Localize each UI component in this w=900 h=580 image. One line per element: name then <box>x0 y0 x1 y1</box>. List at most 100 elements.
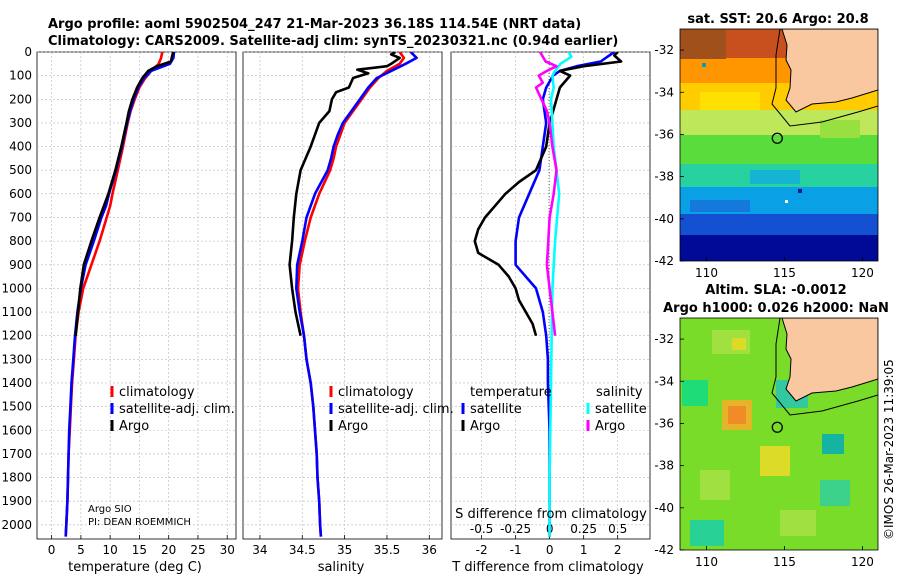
salinity-axes <box>242 51 443 540</box>
legend-header-temperature: temperature <box>470 385 552 400</box>
depth-tick-label: 1300 <box>1 352 32 366</box>
depth-tick-label: 1400 <box>1 376 32 390</box>
legend-label-s-satellite: satellite <box>595 402 647 417</box>
float-pi: PI: DEAN ROEMMICH <box>88 517 191 528</box>
series-line-argo <box>74 52 175 336</box>
temperature-legend: climatology satellite-adj. clim. Argo <box>110 385 235 434</box>
series-line-temperature-satellite <box>514 52 616 537</box>
series-line-climatology <box>296 52 406 537</box>
sla-map-frame <box>679 317 879 551</box>
map-lat-tick-label: -42 <box>654 543 674 557</box>
series-line-temperature-argo <box>473 52 623 337</box>
legend-label-climatology: climatology <box>119 385 195 400</box>
map-lon-tick-label: 115 <box>773 555 796 569</box>
s-tick-label: -0.5 <box>470 522 493 536</box>
depth-tick-label: 500 <box>9 163 32 177</box>
difference-legend: temperature salinity satellite Argo sate… <box>461 385 647 434</box>
depth-tick-label: 1900 <box>1 494 32 508</box>
temperature-series <box>64 52 176 537</box>
sla-map-title: Altim. SLA: -0.0012 <box>705 283 846 298</box>
sst-map-image <box>680 29 878 261</box>
depth-tick-label: 200 <box>9 92 32 106</box>
salinity-legend: climatology satellite-adj. clim. Argo <box>329 385 454 434</box>
depth-tick-label: 700 <box>9 210 32 224</box>
x-tick-label: 2 <box>614 543 622 557</box>
imos-watermark: ©IMOS 26-Mar-2023 11:39:05 <box>882 359 896 540</box>
depth-tick-label: 100 <box>9 69 32 83</box>
sla-map-image <box>680 318 878 550</box>
legend-label-s-argo: Argo <box>595 419 625 434</box>
depth-tick-label: 1700 <box>1 447 32 461</box>
x-tick-label: 1 <box>580 543 588 557</box>
s-tick-label: 0.25 <box>570 522 597 536</box>
map-lon-tick-label: 110 <box>695 266 718 280</box>
land-australia <box>781 29 878 113</box>
map-lat-tick-label: -40 <box>654 212 674 226</box>
sla-map-subtitle: Argo h1000: 0.026 h2000: NaN <box>663 301 889 316</box>
map-lat-tick-label: -38 <box>654 170 674 184</box>
depth-contour <box>771 318 878 416</box>
sla-map-ticks: 110 115 120 -32 -34 -36 -38 -40 -42 <box>654 332 873 569</box>
x-tick-label: 34 <box>252 543 267 557</box>
difference-axes <box>450 51 651 540</box>
x-tick-label: 0 <box>546 543 554 557</box>
x-tick-label: 20 <box>161 543 176 557</box>
map-lat-tick-label: -42 <box>654 254 674 268</box>
map-lat-tick-label: -40 <box>654 501 674 515</box>
depth-tick-label: 300 <box>9 116 32 130</box>
map-lon-tick-label: 120 <box>851 555 874 569</box>
x-tick-label: 25 <box>190 543 205 557</box>
title-line-2: Climatology: CARS2009. Satellite-adj cli… <box>48 34 618 49</box>
salinity-tick-labels: 34 34.5 35 35.5 36 <box>252 535 437 557</box>
title-line-1: Argo profile: aoml 5902504_247 21-Mar-20… <box>48 17 581 32</box>
x-tick-label: -2 <box>476 543 488 557</box>
depth-tick-label: 1800 <box>1 471 32 485</box>
map-lat-tick-label: -36 <box>654 416 674 430</box>
salinity-xlabel: salinity <box>318 560 365 575</box>
depth-tick-label: 0 <box>24 45 32 59</box>
depth-tick-label: 800 <box>9 234 32 248</box>
difference-series <box>473 52 623 537</box>
land-australia <box>781 318 878 402</box>
legend-label-t-satellite: satellite <box>470 402 522 417</box>
s-tick-label: -0.25 <box>500 522 531 536</box>
legend-label-satellite: satellite-adj. clim. <box>119 402 235 417</box>
series-line-salinity-argo <box>534 52 558 336</box>
map-lat-tick-label: -34 <box>654 374 674 388</box>
depth-tick-label: 1600 <box>1 423 32 437</box>
legend-label-argo: Argo <box>338 419 368 434</box>
depth-tick-label: 600 <box>9 187 32 201</box>
x-tick-label: 36 <box>422 543 437 557</box>
depth-tick-label: 900 <box>9 258 32 272</box>
temperature-axes <box>36 51 237 540</box>
sst-map-ticks: 110 115 120 -32 -34 -36 -38 -40 -42 <box>654 43 873 280</box>
salinity-series <box>288 52 418 537</box>
x-tick-label: 35 <box>337 543 352 557</box>
legend-label-satellite: satellite-adj. clim. <box>338 402 454 417</box>
sst-map-title: sat. SST: 20.6 Argo: 20.8 <box>687 12 868 27</box>
legend-label-climatology: climatology <box>338 385 414 400</box>
x-tick-label: 5 <box>77 543 85 557</box>
series-line-salinity-satellite <box>548 52 573 537</box>
x-tick-label: 15 <box>132 543 147 557</box>
x-tick-label: 0 <box>48 543 56 557</box>
map-lon-tick-label: 115 <box>773 266 796 280</box>
depth-tick-label: 1000 <box>1 281 32 295</box>
gridlines <box>37 51 650 539</box>
depth-tick-label: 1200 <box>1 329 32 343</box>
series-line-satellite-adj-clim- <box>294 52 418 537</box>
map-lon-tick-label: 120 <box>851 266 874 280</box>
x-tick-label: 35.5 <box>374 543 401 557</box>
float-position-marker <box>771 421 783 433</box>
legend-label-argo: Argo <box>119 419 149 434</box>
x-tick-label: 10 <box>103 543 118 557</box>
legend-label-t-argo: Argo <box>470 419 500 434</box>
sst-map-frame <box>679 28 879 262</box>
x-tick-label: 34.5 <box>289 543 316 557</box>
temperature-xlabel: temperature (deg C) <box>68 560 202 575</box>
map-lat-tick-label: -32 <box>654 332 674 346</box>
depth-tick-labels: 0 100 200 300 400 500 600 700 800 900 1000 1100 1200… <box>1 45 32 532</box>
temperature-tick-labels: 0 5 10 15 20 25 30 <box>48 535 235 557</box>
float-position-marker <box>771 132 783 144</box>
